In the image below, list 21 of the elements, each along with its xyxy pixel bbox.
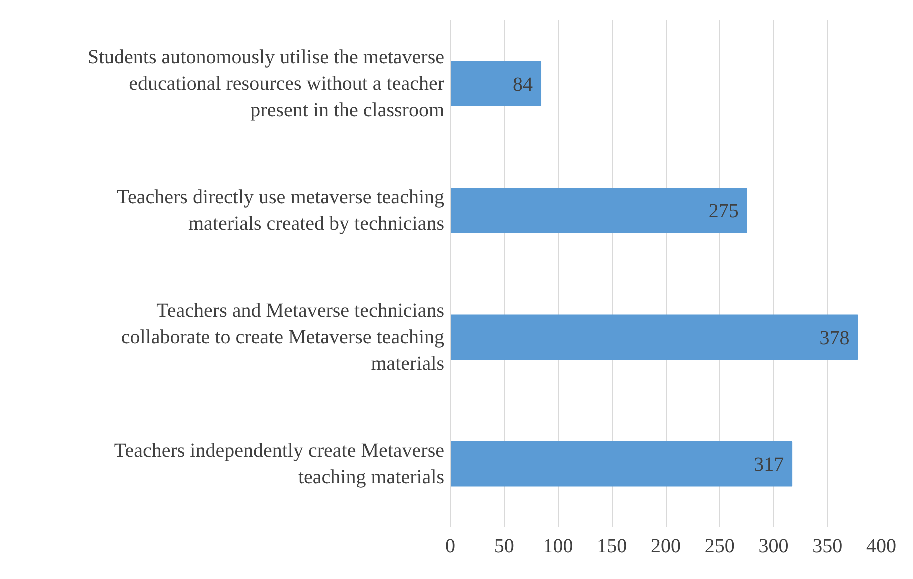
data-label: 317 [754,454,784,476]
x-tick-label: 400 [866,536,896,558]
bar [450,188,748,234]
data-label: 275 [708,200,739,223]
x-tick-label: 100 [543,536,574,558]
bar [450,314,858,360]
x-tick-label: 0 [446,536,456,558]
x-tick-label: 350 [812,536,843,558]
x-tick-label: 200 [651,536,681,558]
y-tick-label: Teachers and Metaverse technicians collaborate to create Metaverse teaching materials [121,300,445,375]
data-label: 378 [820,327,850,350]
x-tick-label: 150 [597,536,628,558]
bar [450,61,542,107]
y-tick-label: Teachers directly use metaverse teaching materials created by technicians [117,186,445,235]
x-tick-label: 50 [494,536,514,558]
y-tick-label: Teachers independently create Metaverse teaching materials [114,440,445,488]
data-label: 84 [513,74,534,96]
x-tick-label: 250 [704,536,735,558]
bar [450,441,793,487]
x-tick-label: 300 [758,536,789,558]
y-tick-label: Students autonomously utilise the metaverse educational resources without a teacher present in the classroom [88,46,445,122]
